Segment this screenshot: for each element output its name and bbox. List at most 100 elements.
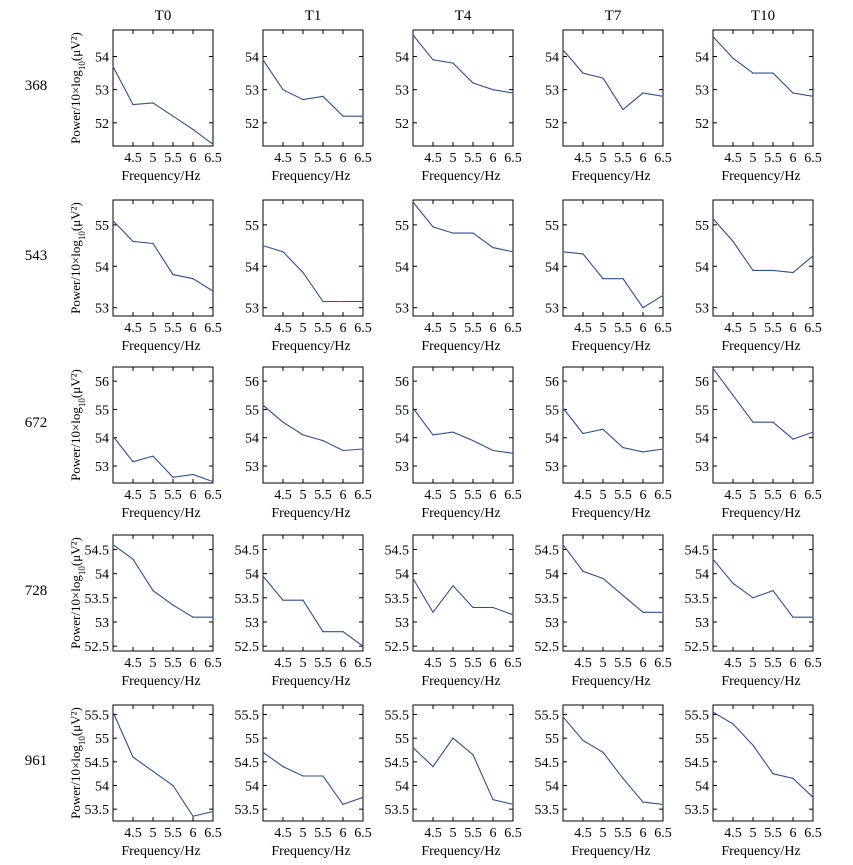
data-point — [472, 232, 474, 234]
y-tick-label: 53 — [545, 616, 559, 631]
panel-543-t7: 53 54 55 4.5 5 5.5 6 6.5 Frequency/Hz — [545, 199, 672, 354]
row-label-728: 728 — [25, 583, 48, 599]
x-tick-label: 4.5 — [574, 151, 592, 166]
panel-672-t10: 53 54 55 56 4.5 5 5.5 6 6.5 Frequency/Hz — [695, 366, 822, 521]
y-tick-label: 54 — [545, 568, 559, 583]
x-tick-label: 5 — [600, 826, 607, 841]
y-axis-label: Power/10×log10(μV²) — [68, 369, 87, 481]
series-line-t0 — [112, 220, 214, 292]
x-tick-label: 4.5 — [124, 656, 142, 671]
y-tick-label: 56 — [695, 375, 709, 390]
data-point — [452, 62, 454, 64]
y-tick-label: 55 — [245, 732, 259, 747]
x-tick-label: 5 — [600, 151, 607, 166]
x-tick-label: 5.5 — [614, 826, 632, 841]
y-tick-label: 53.5 — [535, 592, 560, 607]
x-tick-label: 6.5 — [804, 656, 822, 671]
data-point — [212, 481, 214, 483]
data-point — [362, 645, 364, 647]
data-point — [132, 461, 134, 463]
panel-frame — [712, 534, 814, 652]
data-point — [642, 307, 644, 309]
y-tick-label: 53 — [95, 616, 109, 631]
panel-672-t4: 53 54 55 56 4.5 5 5.5 6 6.5 Frequency/Hz — [395, 366, 522, 521]
x-axis-label: Frequency/Hz — [421, 674, 500, 689]
y-tick-label: 54.5 — [685, 756, 710, 771]
y-tick-label: 53.5 — [385, 592, 410, 607]
data-point — [432, 226, 434, 228]
x-tick-label: 5 — [300, 826, 307, 841]
data-point — [322, 440, 324, 442]
x-tick-label: 4.5 — [424, 826, 442, 841]
x-tick-label: 6 — [340, 488, 347, 503]
y-tick-label: 53.5 — [685, 592, 710, 607]
data-point — [582, 570, 584, 572]
data-point — [362, 448, 364, 450]
y-axis-label: Power/10×log10(μV²) — [68, 32, 87, 144]
x-tick-label: 6 — [190, 488, 197, 503]
x-tick-label: 5.5 — [764, 151, 782, 166]
panel-543-t10: 53 54 55 4.5 5 5.5 6 6.5 Frequency/Hz — [695, 199, 822, 354]
x-tick-label: 5.5 — [314, 151, 332, 166]
x-tick-label: 5.5 — [614, 151, 632, 166]
x-tick-label: 4.5 — [274, 151, 292, 166]
data-point — [152, 102, 154, 104]
data-point — [622, 108, 624, 111]
series-line-t10 — [712, 218, 814, 274]
data-point — [322, 95, 324, 97]
y-tick-label: 54 — [545, 779, 559, 794]
y-tick-label: 53 — [395, 460, 409, 475]
y-tick-label: 54.5 — [235, 756, 260, 771]
x-tick-label: 4.5 — [424, 656, 442, 671]
data-point — [792, 92, 794, 94]
data-point — [192, 815, 194, 817]
x-tick-label: 4.5 — [574, 321, 592, 336]
y-tick-label: 52.5 — [685, 640, 710, 655]
data-point — [642, 611, 644, 613]
y-tick-label: 53 — [545, 302, 559, 317]
series-line-t4 — [412, 737, 514, 805]
panel-frame — [412, 704, 514, 822]
data-point — [562, 49, 564, 51]
data-point — [112, 220, 114, 222]
x-tick-label: 5 — [450, 656, 457, 671]
y-tick-label: 53 — [695, 302, 709, 317]
x-tick-label: 6 — [640, 656, 647, 671]
data-point — [772, 421, 774, 423]
x-tick-label: 5 — [750, 151, 757, 166]
data-point — [752, 421, 754, 423]
data-point — [472, 440, 474, 442]
data-point — [192, 278, 194, 280]
y-tick-label: 55 — [245, 403, 259, 418]
y-tick-label: 55 — [95, 732, 109, 747]
x-axis-label: Frequency/Hz — [571, 674, 650, 689]
x-axis-label: Frequency/Hz — [271, 674, 350, 689]
data-point — [812, 796, 814, 798]
data-point — [492, 89, 494, 91]
y-tick-label: 53.5 — [535, 803, 560, 818]
x-tick-label: 4.5 — [274, 488, 292, 503]
x-tick-label: 4.5 — [724, 151, 742, 166]
y-tick-label: 54 — [95, 568, 109, 583]
data-point — [322, 631, 324, 633]
x-axis-label: Frequency/Hz — [571, 506, 650, 521]
data-point — [732, 57, 734, 59]
data-point — [512, 251, 514, 253]
y-tick-label: 52 — [245, 117, 259, 132]
x-axis-label: Frequency/Hz — [271, 169, 350, 184]
data-point — [432, 59, 434, 61]
data-point — [492, 799, 494, 801]
panel-frame — [112, 534, 214, 652]
data-point — [152, 590, 154, 592]
x-tick-label: 4.5 — [274, 656, 292, 671]
data-point — [562, 716, 564, 718]
x-tick-label: 6.5 — [354, 826, 372, 841]
x-tick-label: 4.5 — [124, 321, 142, 336]
panel-368-t7: 52 53 54 4.5 5 5.5 6 6.5 Frequency/Hz — [545, 29, 672, 184]
data-point — [772, 590, 774, 592]
x-axis-label: Frequency/Hz — [571, 169, 650, 184]
y-tick-label: 53 — [395, 84, 409, 99]
x-axis-label: Frequency/Hz — [721, 844, 800, 859]
x-tick-label: 6 — [340, 826, 347, 841]
